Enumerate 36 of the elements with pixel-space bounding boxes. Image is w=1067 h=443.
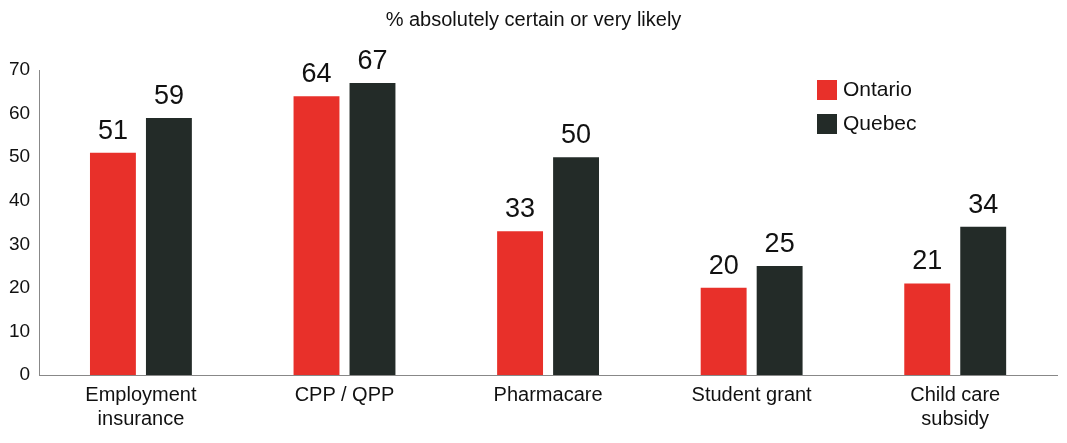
data-label: 25 <box>764 228 795 259</box>
x-tick-label: Employment insurance <box>85 382 197 429</box>
data-label: 34 <box>968 188 999 219</box>
chart-title: % absolutely certain or very likely <box>384 8 683 31</box>
bar <box>497 231 544 375</box>
y-tick-label: 70 <box>8 58 31 80</box>
x-tick-label: Child care subsidy <box>910 382 1001 429</box>
data-label: 67 <box>357 45 388 76</box>
data-label: 33 <box>505 193 536 224</box>
legend-label: Quebec <box>843 110 917 134</box>
bar <box>756 266 803 375</box>
bar <box>700 287 747 375</box>
data-label: 21 <box>912 245 943 276</box>
bar <box>904 283 951 375</box>
y-tick-label: 60 <box>8 101 31 123</box>
data-label: 51 <box>97 114 128 145</box>
data-label: 64 <box>301 58 332 89</box>
x-tick-label: CPP / QPP <box>294 382 395 405</box>
x-tick-label: Pharmacare <box>493 382 603 405</box>
y-tick-label: 0 <box>19 363 31 385</box>
y-tick-label: 30 <box>8 232 31 254</box>
y-tick-label: 20 <box>8 276 31 298</box>
y-tick-label: 10 <box>8 319 31 341</box>
data-label: 20 <box>708 249 739 280</box>
bar <box>553 157 600 375</box>
y-tick-label: 40 <box>8 188 31 210</box>
x-tick-label: Student grant <box>691 382 813 405</box>
bar <box>293 96 340 375</box>
y-tick-label: 50 <box>8 145 31 167</box>
bar <box>349 83 396 375</box>
data-label: 59 <box>153 79 184 110</box>
bar <box>89 152 136 375</box>
bar <box>960 226 1007 375</box>
legend-label: Ontario <box>843 76 912 100</box>
data-label: 50 <box>561 119 592 150</box>
bar <box>145 117 192 375</box>
